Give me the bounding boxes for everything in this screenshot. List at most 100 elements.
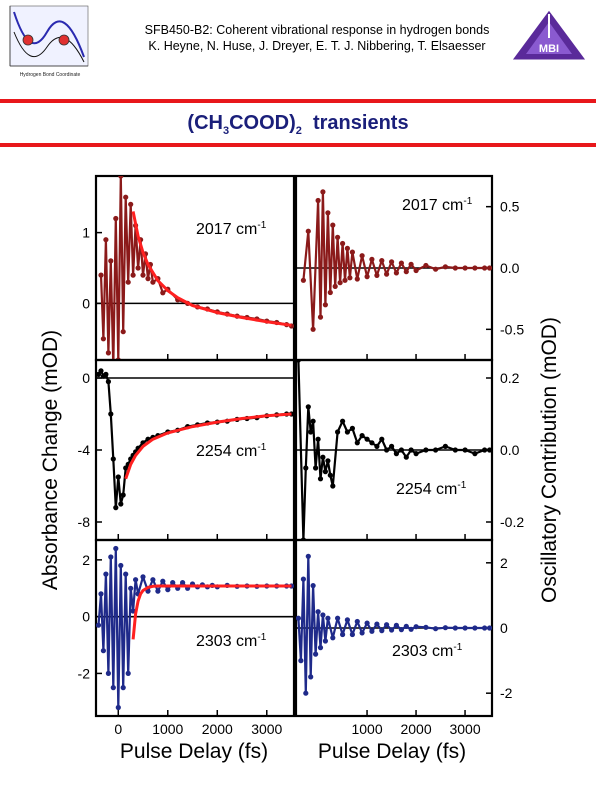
data-point [308, 674, 314, 680]
series-group [96, 545, 294, 711]
data-point [340, 631, 346, 638]
data-point [359, 630, 365, 636]
data-point [364, 274, 370, 280]
y-tick-label: 0 [500, 620, 508, 636]
data-point [347, 275, 353, 281]
data-point [462, 447, 468, 453]
y-tick-label: 0 [82, 609, 90, 625]
data-point [389, 443, 395, 449]
data-point [359, 253, 365, 259]
wavenumber-unit-sup: -1 [457, 480, 466, 491]
data-point [140, 272, 146, 278]
data-point [384, 271, 390, 277]
data-point [452, 447, 458, 453]
data-point [340, 418, 346, 424]
data-point [423, 447, 429, 453]
data-point [320, 189, 326, 195]
data-point [389, 627, 395, 633]
wavenumber-unit-sup: -1 [463, 196, 472, 207]
top-rule [0, 99, 596, 103]
data-point [317, 645, 324, 651]
data-point [423, 624, 429, 630]
left-logo-caption: Hydrogen Bond Coordinate [20, 72, 81, 78]
data-point [354, 618, 360, 625]
wavenumber-unit-sup: -1 [257, 632, 266, 643]
data-point [165, 587, 171, 593]
y-tick-label: 1 [82, 225, 90, 241]
data-point [332, 283, 338, 289]
data-point [300, 576, 306, 582]
data-line [97, 369, 292, 509]
data-point [398, 627, 404, 633]
data-point [433, 447, 439, 453]
y-tick-label: 2 [500, 555, 508, 571]
data-point [398, 447, 404, 453]
data-point [313, 465, 319, 471]
wavenumber-label: 2303 cm-1 [196, 632, 267, 650]
panel-top-left: 0 1 2017 cm-1 [82, 174, 296, 370]
data-point [303, 465, 309, 471]
wavenumber-label: 2303 cm-1 [392, 642, 463, 660]
data-point [330, 483, 336, 489]
x-tick-label: 1000 [152, 721, 183, 737]
data-point [115, 474, 121, 480]
series-group [96, 368, 294, 511]
data-point [442, 264, 448, 270]
x-tick-label: 2000 [202, 721, 233, 737]
data-point [135, 265, 141, 271]
data-point [150, 577, 156, 583]
data-point [103, 237, 109, 243]
data-point [322, 469, 328, 475]
data-point [123, 571, 129, 577]
data-point [408, 447, 414, 453]
data-point [322, 638, 328, 644]
data-point [325, 615, 331, 621]
data-point [379, 436, 385, 442]
data-point [330, 222, 336, 228]
data-point [335, 615, 341, 621]
data-point [369, 256, 375, 262]
data-point [115, 704, 121, 711]
data-point [384, 622, 390, 628]
data-point [342, 277, 348, 283]
series-group [98, 176, 294, 370]
x-tick-label: 1000 [351, 721, 382, 737]
data-point [327, 289, 333, 296]
data-point [374, 621, 380, 627]
data-point [111, 365, 116, 370]
data-point [452, 625, 458, 631]
data-point [344, 429, 350, 435]
panel-bottom-left: 2 0 -2 0 1000 2000 3000 2303 cm-1 [78, 538, 296, 737]
series-group [296, 360, 492, 540]
data-point [130, 272, 136, 278]
fit-line [131, 211, 292, 327]
data-point [315, 609, 321, 615]
data-point [315, 436, 321, 442]
data-point [403, 623, 409, 629]
data-point [113, 545, 119, 552]
data-point [98, 591, 104, 597]
data-point [96, 622, 102, 628]
data-point [462, 265, 468, 271]
data-point [472, 625, 478, 631]
wavenumber-label: 2017 cm-1 [402, 196, 473, 214]
data-point [344, 245, 350, 251]
data-point [125, 670, 131, 676]
data-point [487, 447, 492, 453]
data-point [398, 260, 404, 266]
data-point [349, 425, 355, 431]
data-point [408, 626, 414, 632]
data-point [118, 562, 124, 569]
data-point [310, 583, 316, 589]
y-tick-label: -2 [500, 685, 513, 701]
data-point [369, 628, 375, 634]
data-point [340, 240, 346, 247]
data-point [298, 658, 304, 664]
left-logo: Hydrogen Bond Coordinate [9, 5, 89, 78]
data-point [384, 447, 390, 453]
data-point [305, 228, 311, 234]
data-point [403, 269, 409, 275]
data-point [305, 553, 311, 559]
data-point [118, 501, 124, 507]
wavenumber-unit-sup: -1 [453, 642, 462, 653]
